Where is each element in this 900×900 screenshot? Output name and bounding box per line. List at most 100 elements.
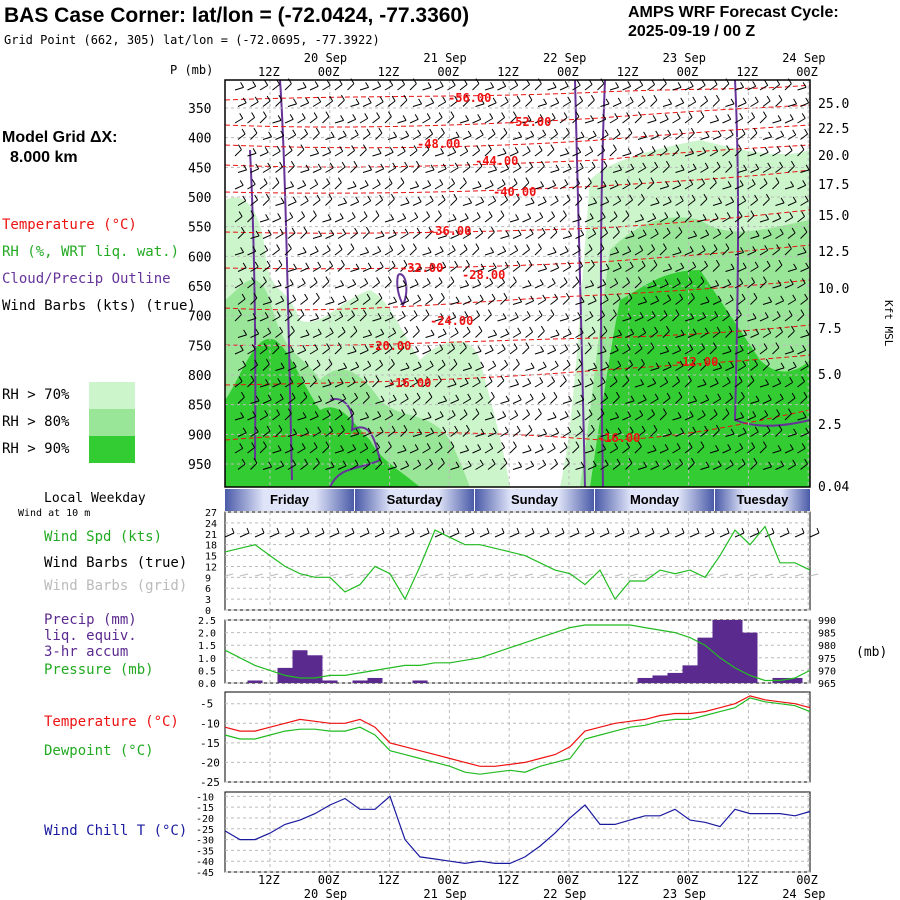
wind-barb (797, 416, 807, 421)
wind-barb (775, 331, 783, 338)
wind-barb (712, 331, 721, 338)
wind-barb-flag (442, 261, 447, 268)
wind-barb-flag (303, 391, 308, 398)
wind-barb (287, 433, 297, 437)
wind-barb (572, 116, 580, 124)
wind-barb (462, 429, 470, 437)
wind-barb (737, 365, 746, 371)
wind-barb-flag (762, 111, 767, 117)
y-tick-label: -30 (196, 836, 214, 847)
wind-barb-flag (780, 295, 785, 302)
wind-barb-flag (341, 161, 346, 168)
wind-barb (634, 446, 642, 454)
wind-barb (772, 347, 780, 355)
wind-barb-flag (625, 210, 630, 216)
wind-barb (759, 151, 769, 157)
wind-barb (672, 216, 680, 223)
wind-barb-flag (279, 228, 284, 235)
wind-barb (512, 198, 520, 206)
wind-barb-flag (330, 296, 335, 303)
wind-barb (459, 449, 469, 454)
wind-barb-flag (379, 96, 384, 103)
wind-barb-flag (742, 195, 747, 202)
wind-barb (422, 381, 430, 388)
wind-barb (372, 380, 380, 388)
wind-barb-flag (380, 395, 385, 402)
wind-barb-flag (241, 293, 246, 300)
wind-barb-flag (678, 391, 683, 398)
wind-barb-flag (617, 360, 622, 367)
wind-barb (312, 235, 322, 239)
surface-wind-barb (764, 532, 775, 538)
wind-barb-flag (367, 427, 372, 434)
wind-barb-flag (365, 226, 370, 233)
wind-barb-flag (355, 263, 360, 270)
wind-barb-flag (552, 180, 557, 186)
temperature-contour-label: -12.00 (675, 355, 718, 369)
wind-barb (325, 167, 334, 173)
wind-barb (597, 350, 607, 355)
wind-barb (472, 150, 480, 157)
wind-barb (322, 383, 332, 388)
wind-barb (562, 199, 571, 206)
y-tick-label: 2.5 (198, 616, 216, 627)
wind-barb (350, 433, 360, 437)
wind-barb-flag (487, 309, 492, 315)
wind-barb (472, 413, 480, 421)
wind-barb-flag (342, 295, 347, 302)
wind-barb-flag (476, 310, 481, 316)
wind-barb (372, 447, 380, 454)
wind-barb (734, 314, 742, 322)
wind-barb-flag (263, 178, 268, 184)
wind-barb (297, 251, 307, 256)
wind-barb-flag (401, 409, 406, 415)
wind-barb (300, 133, 308, 140)
wind-barb (562, 168, 572, 173)
wind-barb-flag (805, 262, 810, 269)
wind-barb-flag (529, 393, 534, 400)
wind-barb (450, 430, 458, 437)
wind-barb (722, 248, 730, 256)
grid-wind-barb (374, 573, 384, 577)
wind-barb-flag (767, 394, 772, 401)
y-tick-label: 24 (205, 519, 217, 530)
wind-barb-flag (730, 428, 735, 435)
wind-barb (747, 117, 755, 124)
wind-barb-flag (575, 111, 580, 117)
wind-barb (547, 447, 556, 454)
wind-barb-flag (762, 441, 767, 447)
wind-barb-flag (614, 278, 619, 284)
wind-barb (484, 216, 493, 223)
surface-wind-barb (644, 532, 655, 538)
wind-barb-flag (701, 410, 706, 416)
wind-barb (412, 232, 421, 239)
wind-barb-flag (451, 80, 456, 86)
wind-barb (500, 199, 508, 206)
wind-barb-flag (403, 259, 408, 266)
wind-barb-flag (604, 392, 609, 399)
wind-barb (275, 331, 283, 338)
wind-barb-flag (512, 111, 517, 117)
wind-barb (362, 231, 370, 239)
wind-barb-flag (553, 226, 558, 233)
wind-barb-flag (768, 461, 773, 468)
wind-barb-flag (451, 410, 456, 416)
wind-barb (584, 284, 594, 289)
wind-barb-flag (712, 342, 717, 348)
pressure-unit-label: (mb) (856, 645, 887, 660)
wind-barb-flag (290, 181, 295, 187)
wind-barb-flag (604, 129, 609, 136)
wind-barb-flag (793, 98, 798, 105)
wind-barb (534, 413, 542, 421)
wind-barb (372, 415, 381, 421)
wind-barb (284, 315, 293, 322)
wind-barb-flag (592, 393, 597, 400)
wind-barb (734, 251, 744, 256)
wind-barb-flag (700, 276, 705, 282)
wind-barb (322, 348, 330, 355)
wind-barb-flag (779, 161, 784, 168)
wind-barb-flag (289, 212, 294, 218)
wind-barb (600, 165, 608, 173)
wind-barb (662, 103, 672, 107)
wind-barb (797, 86, 807, 91)
